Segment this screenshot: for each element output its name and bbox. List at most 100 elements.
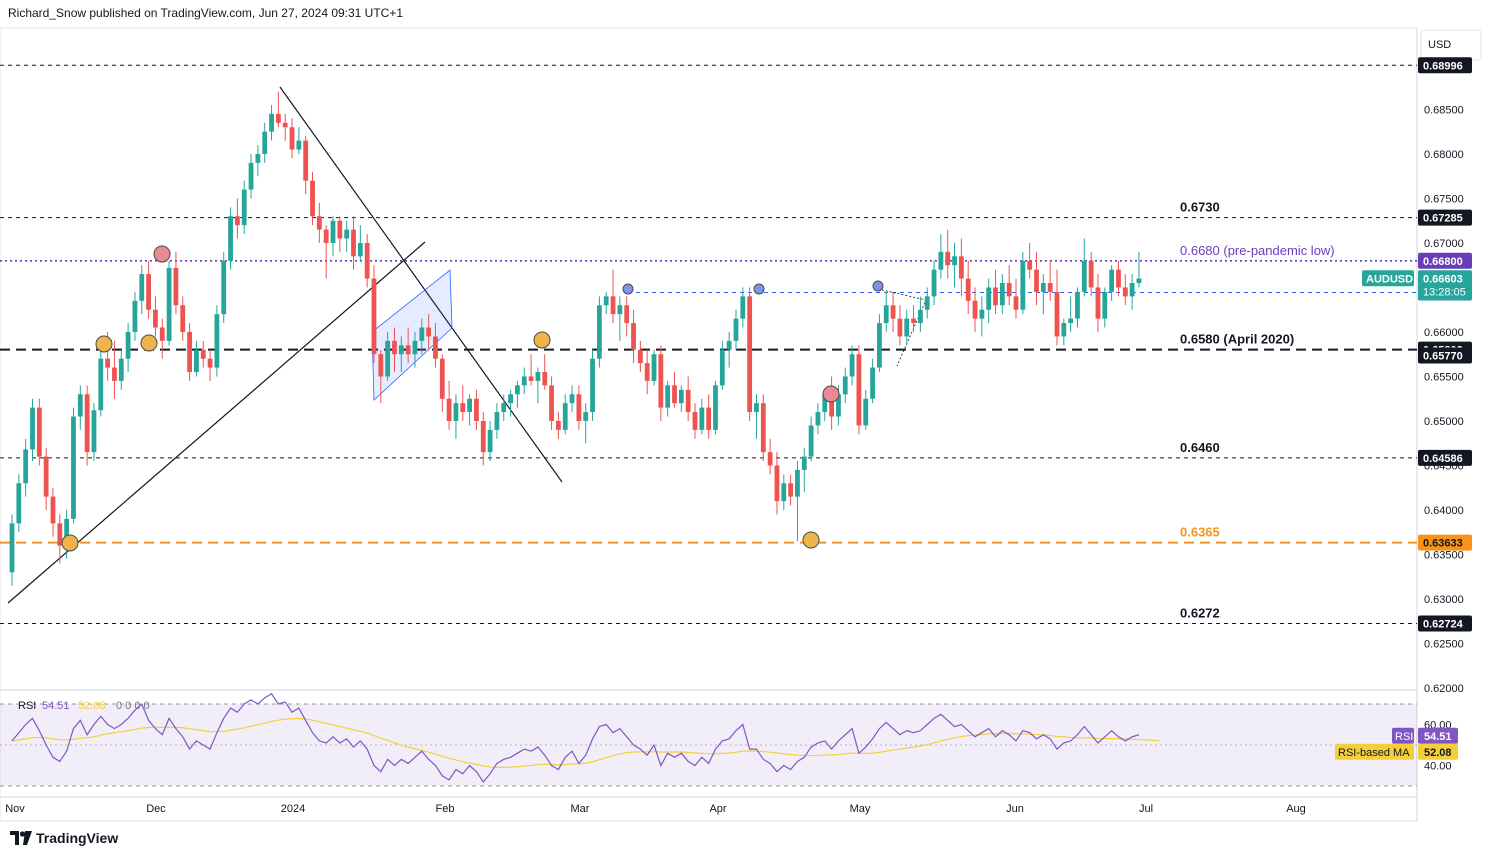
price-tag-text: 0.66800 [1423,256,1463,268]
candle-body [467,398,473,413]
candle-body [241,189,247,226]
candle-body [842,376,848,395]
time-axis-label: Jul [1139,803,1153,815]
level-label: 0.6580 (April 2020) [1180,332,1294,347]
candle-body [1061,323,1067,337]
candle-body [870,367,875,399]
level-label: 0.6460 [1180,440,1220,455]
candle-body [84,394,90,453]
candle-body [754,403,759,413]
candle-body [508,394,513,404]
price-tick-label: 0.65500 [1424,371,1464,383]
bear-flag-channel [371,269,453,401]
candle-body [1054,291,1060,337]
candle-body [125,331,131,359]
candle-body [631,323,636,350]
candle-body [480,420,486,453]
candle-body [999,283,1005,306]
candle-body [719,349,725,386]
time-axis-label: Mar [571,803,590,815]
price-tag-text: 0.68996 [1423,60,1463,72]
footer-brand[interactable]: TradingView [10,830,118,846]
time-axis-label: Nov [5,803,25,815]
candle-body [993,287,998,306]
time-axis-label: Apr [709,803,726,815]
candle-body [877,323,882,368]
candle-body [269,113,274,132]
candle-body [699,407,705,430]
tradingview-logo-icon [10,831,32,845]
candle-body [1088,260,1094,288]
rsi-value: 54.51 [42,700,70,712]
countdown-text: 13:28:05 [1423,286,1466,298]
candle-body [180,305,186,332]
candle-body [815,412,821,426]
candle-body [1027,260,1033,270]
rsi-ma-name-tag: RSI-based MA [1338,747,1410,759]
rsi-ma-name-tag-bg [1335,743,1414,760]
candle-body [234,216,240,226]
candle-body [398,345,404,355]
candle-body [1034,269,1039,292]
price-tick-label: 0.67500 [1424,193,1464,205]
candle-body [392,340,397,355]
candle-body [658,354,664,408]
time-axis-label: Jun [1006,803,1024,815]
candle-body [863,398,869,426]
candle-body [262,131,268,154]
candle-body [849,354,855,377]
rsi-scale-label: 40.00 [1424,761,1452,773]
candle-body [610,296,616,315]
candle-body [938,251,944,270]
price-tag-text: 0.63633 [1423,538,1463,550]
candle-body [1129,283,1135,297]
candle-body [590,358,595,413]
candle-body [733,318,739,341]
candle-body [153,309,158,328]
candle-body [71,416,76,519]
candle-body [897,318,903,337]
candle-body [1136,278,1142,284]
price-tick-label: 0.68500 [1424,104,1464,116]
price-tag-bg [1418,534,1472,551]
candle-body [521,376,527,386]
candle-body [337,220,343,239]
markers [61,245,884,552]
price-tag-bg [1418,347,1472,364]
candle-body [781,483,787,502]
candle-body [296,140,302,150]
rsi-name-tag-bg [1392,727,1414,744]
candle-body [515,385,520,395]
candles [9,91,1142,586]
candle-body [275,113,281,123]
rsi-value-tag: 54.51 [1424,731,1452,743]
swing-marker [61,534,79,552]
candle-body [979,309,985,319]
candle-body [596,305,602,359]
price-tag-text: 0.64586 [1423,453,1463,465]
candle-body [446,398,452,421]
swing-marker [802,531,820,549]
candle-body [64,518,70,546]
candle-body [303,140,309,181]
rsi-title: RSI [18,700,36,712]
candle-body [43,456,49,497]
candle-body [194,349,199,373]
candle-body [917,309,923,324]
price-tag-bg [1418,449,1472,466]
swing-marker [822,385,840,403]
candle-body [965,278,971,301]
candle-body [774,465,780,502]
candle-body [255,153,261,163]
currency-label: USD [1428,39,1451,51]
candle-body [200,349,206,359]
candle-body [890,305,896,319]
candle-body [1068,318,1074,324]
candle-body [1006,283,1012,297]
candle-body [228,216,233,261]
candle-body [904,318,910,337]
candle-body [16,483,22,524]
candle-body [535,372,541,381]
candle-body [972,300,978,319]
